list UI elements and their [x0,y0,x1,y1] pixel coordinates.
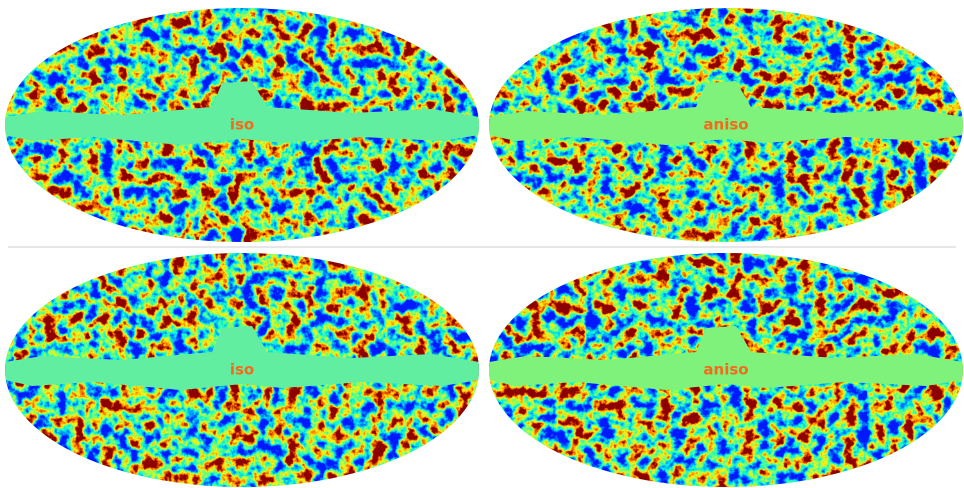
map-label: iso [230,116,254,134]
galactic-mask [489,81,963,145]
sky-map: aniso [489,8,963,242]
sky-map: iso [5,253,479,487]
map-label: aniso [703,361,748,379]
galactic-mask [5,81,479,145]
map-label: aniso [703,116,748,134]
galactic-mask [5,326,479,390]
sky-map: iso [5,8,479,242]
galactic-mask [489,326,963,390]
sky-map: aniso [489,253,963,487]
map-label: iso [230,361,254,379]
